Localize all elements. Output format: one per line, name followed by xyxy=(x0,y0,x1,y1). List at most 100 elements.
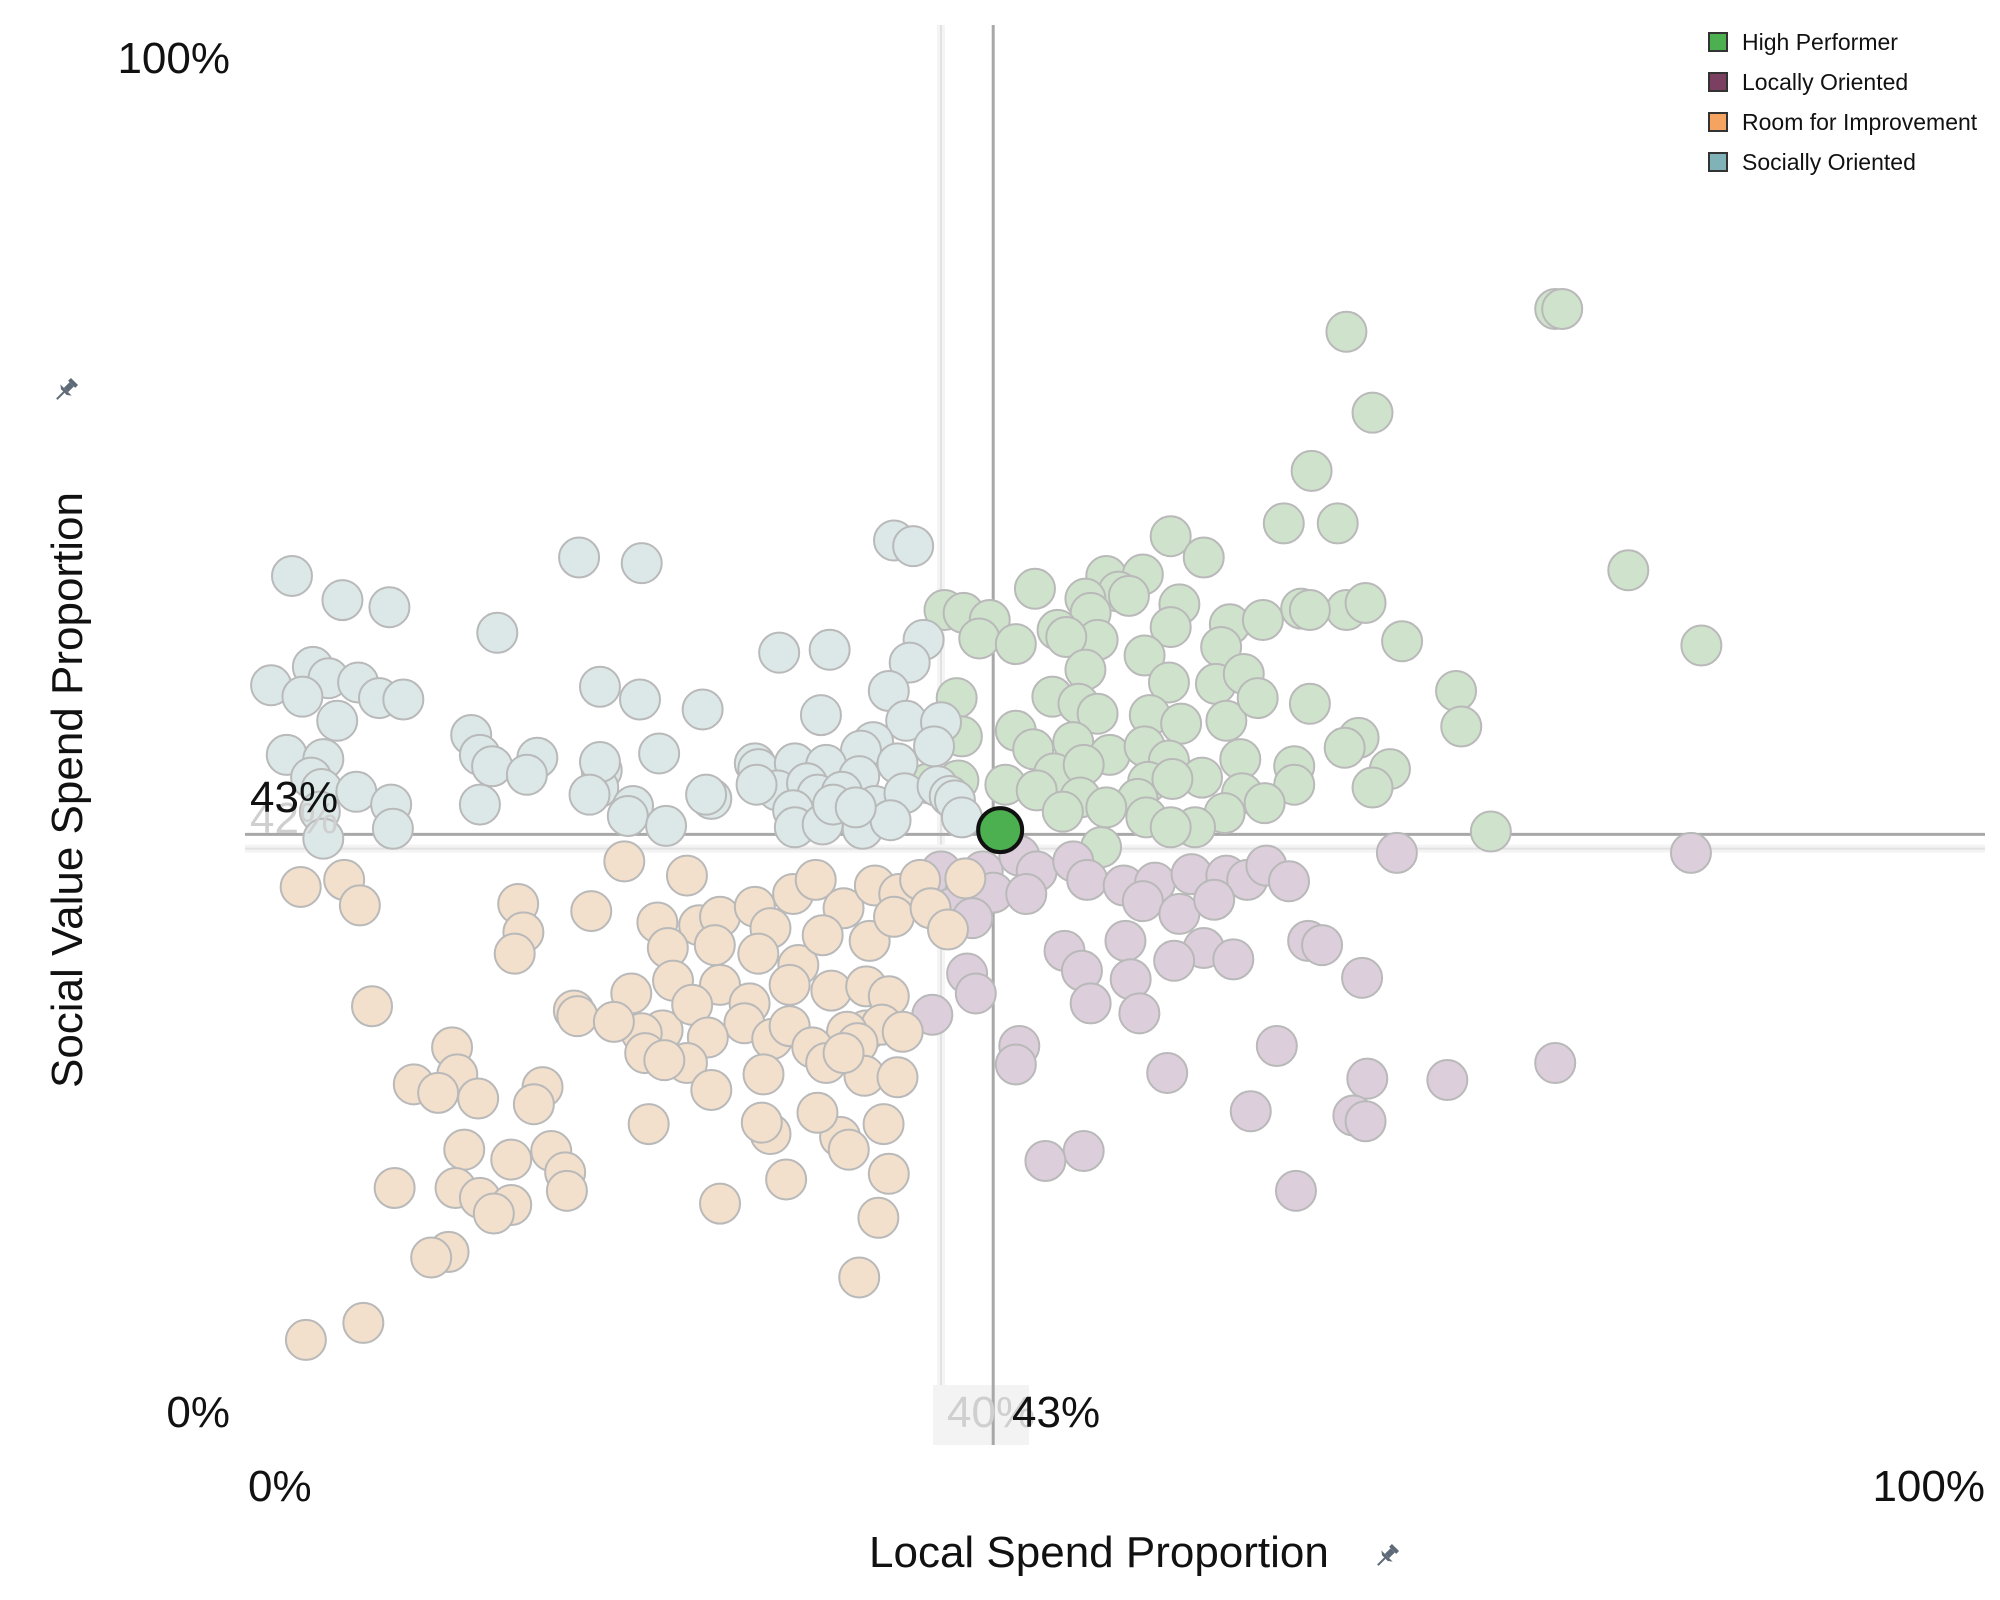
previous-x-label-background xyxy=(933,1385,1029,1445)
x-tick-max: 100% xyxy=(1872,1462,1985,1511)
point-high-performer-16 xyxy=(1381,620,1424,663)
legend-swatch-high-performer xyxy=(1708,32,1728,52)
point-socially-oriented-11 xyxy=(808,628,851,671)
point-room-for-improvement-26 xyxy=(873,895,916,938)
legend-item-room-for-improvement[interactable]: Room for Improvement xyxy=(1708,102,1977,142)
point-room-for-improvement-74 xyxy=(867,1152,910,1195)
point-high-performer-22 xyxy=(1107,574,1150,617)
legend-label-room-for-improvement: Room for Improvement xyxy=(1742,108,1978,135)
point-locally-oriented-42 xyxy=(1255,1024,1298,1067)
point-room-for-improvement-69 xyxy=(512,1083,555,1126)
point-high-performer-1 xyxy=(1541,288,1584,330)
point-room-for-improvement-22 xyxy=(737,932,780,975)
point-locally-oriented-44 xyxy=(1426,1059,1469,1102)
point-room-for-improvement-85 xyxy=(410,1236,453,1279)
point-room-for-improvement-92 xyxy=(862,1103,905,1146)
legend-item-locally-oriented[interactable]: Locally Oriented xyxy=(1708,62,1977,102)
point-socially-oriented-69 xyxy=(302,817,345,860)
point-socially-oriented-30 xyxy=(913,725,956,768)
point-room-for-improvement-89 xyxy=(690,1069,733,1111)
point-high-performer-38 xyxy=(1147,661,1190,704)
point-high-performer-7 xyxy=(1149,515,1192,558)
point-socially-oriented-70 xyxy=(371,807,414,850)
point-locally-oriented-32 xyxy=(954,972,997,1015)
legend-swatch-socially-oriented xyxy=(1708,152,1728,172)
point-socially-oriented-47 xyxy=(505,753,548,796)
point-room-for-improvement-29 xyxy=(493,932,536,975)
point-locally-oriented-34 xyxy=(1069,982,1112,1025)
y-axis-pin-icon[interactable] xyxy=(50,374,82,406)
point-room-for-improvement-84 xyxy=(342,1301,385,1344)
previous-x-reference-label: 40% xyxy=(947,1388,1035,1437)
point-socially-oriented-3 xyxy=(476,611,519,654)
point-high-performer-27 xyxy=(1607,549,1650,592)
point-locally-oriented-43 xyxy=(1346,1057,1389,1100)
point-high-performer-31 xyxy=(1149,606,1192,649)
point-high-performer-53 xyxy=(1440,705,1483,748)
point-high-performer-79 xyxy=(1243,782,1286,825)
point-room-for-improvement-6 xyxy=(603,840,646,883)
point-socially-oriented-22 xyxy=(681,688,724,731)
point-high-performer-28 xyxy=(1680,624,1723,667)
highlighted-point-layer xyxy=(976,806,1025,855)
point-high-performer-35 xyxy=(1045,616,1088,659)
point-high-performer-81 xyxy=(1085,786,1128,829)
point-socially-oriented-52 xyxy=(458,783,501,826)
point-socially-oriented-19 xyxy=(382,678,425,721)
x-tick-min: 0% xyxy=(248,1462,312,1511)
point-socially-oriented-78 xyxy=(940,796,983,839)
point-room-for-improvement-64 xyxy=(742,1053,785,1096)
legend-item-socially-oriented[interactable]: Socially Oriented xyxy=(1708,142,1977,182)
point-socially-oriented-18 xyxy=(316,699,359,742)
active-y-reference-label: 43% xyxy=(250,773,338,822)
point-room-for-improvement-2 xyxy=(279,865,322,908)
point-high-performer-41 xyxy=(1435,669,1478,712)
point-high-performer-36 xyxy=(1123,634,1166,677)
point-socially-oriented-5 xyxy=(558,536,601,579)
point-socially-oriented-72 xyxy=(645,804,688,847)
point-socially-oriented-17 xyxy=(281,675,324,718)
legend-swatch-room-for-improvement xyxy=(1708,112,1728,132)
x-axis-pin-icon[interactable] xyxy=(1371,1540,1403,1572)
point-room-for-improvement-91 xyxy=(796,1091,839,1134)
point-room-for-improvement-70 xyxy=(627,1103,670,1146)
point-room-for-improvement-28 xyxy=(926,908,969,951)
point-locally-oriented-0 xyxy=(1669,831,1712,874)
point-high-performer-6 xyxy=(1316,502,1359,545)
point-high-performer-84 xyxy=(1149,806,1192,849)
point-socially-oriented-10 xyxy=(758,631,801,674)
point-room-for-improvement-52 xyxy=(556,995,599,1038)
point-socially-oriented-21 xyxy=(578,665,621,708)
point-room-for-improvement-86 xyxy=(472,1192,515,1235)
point-locally-oriented-49 xyxy=(1062,1130,1105,1173)
point-high-performer-50 xyxy=(1288,682,1331,725)
point-room-for-improvement-33 xyxy=(768,963,811,1006)
point-room-for-improvement-17 xyxy=(944,857,987,900)
point-high-performer-20 xyxy=(1013,567,1056,610)
legend-label-locally-oriented: Locally Oriented xyxy=(1742,68,1909,95)
point-socially-oriented-20 xyxy=(618,678,661,721)
point-socially-oriented-44 xyxy=(568,773,611,816)
point-locally-oriented-25 xyxy=(1104,919,1147,962)
point-room-for-improvement-0 xyxy=(665,854,708,897)
point-room-for-improvement-78 xyxy=(373,1166,416,1209)
point-room-for-improvement-53 xyxy=(592,1000,635,1043)
point-locally-oriented-48 xyxy=(1344,1100,1387,1143)
legend-item-high-performer[interactable]: High Performer xyxy=(1708,22,1977,62)
point-room-for-improvement-34 xyxy=(810,969,853,1012)
point-socially-oriented-46 xyxy=(471,745,514,788)
point-room-for-improvement-47 xyxy=(881,1010,924,1053)
highlighted-point xyxy=(976,806,1025,855)
point-locally-oriented-40 xyxy=(994,1043,1037,1086)
point-high-performer-25 xyxy=(1241,598,1284,641)
point-room-for-improvement-96 xyxy=(765,1158,808,1201)
point-high-performer-80 xyxy=(1041,790,1084,833)
point-high-performer-15 xyxy=(1344,581,1387,624)
point-locally-oriented-37 xyxy=(1341,956,1384,999)
point-locally-oriented-27 xyxy=(1212,938,1255,981)
point-room-for-improvement-68 xyxy=(457,1077,500,1120)
axis-and-reference-labels: 100% 0% 0% 100% 40% 42% 43% 43% xyxy=(117,34,1985,1511)
point-room-for-improvement-73 xyxy=(827,1128,870,1171)
point-socially-oriented-9 xyxy=(888,641,931,684)
point-locally-oriented-29 xyxy=(1301,924,1344,967)
